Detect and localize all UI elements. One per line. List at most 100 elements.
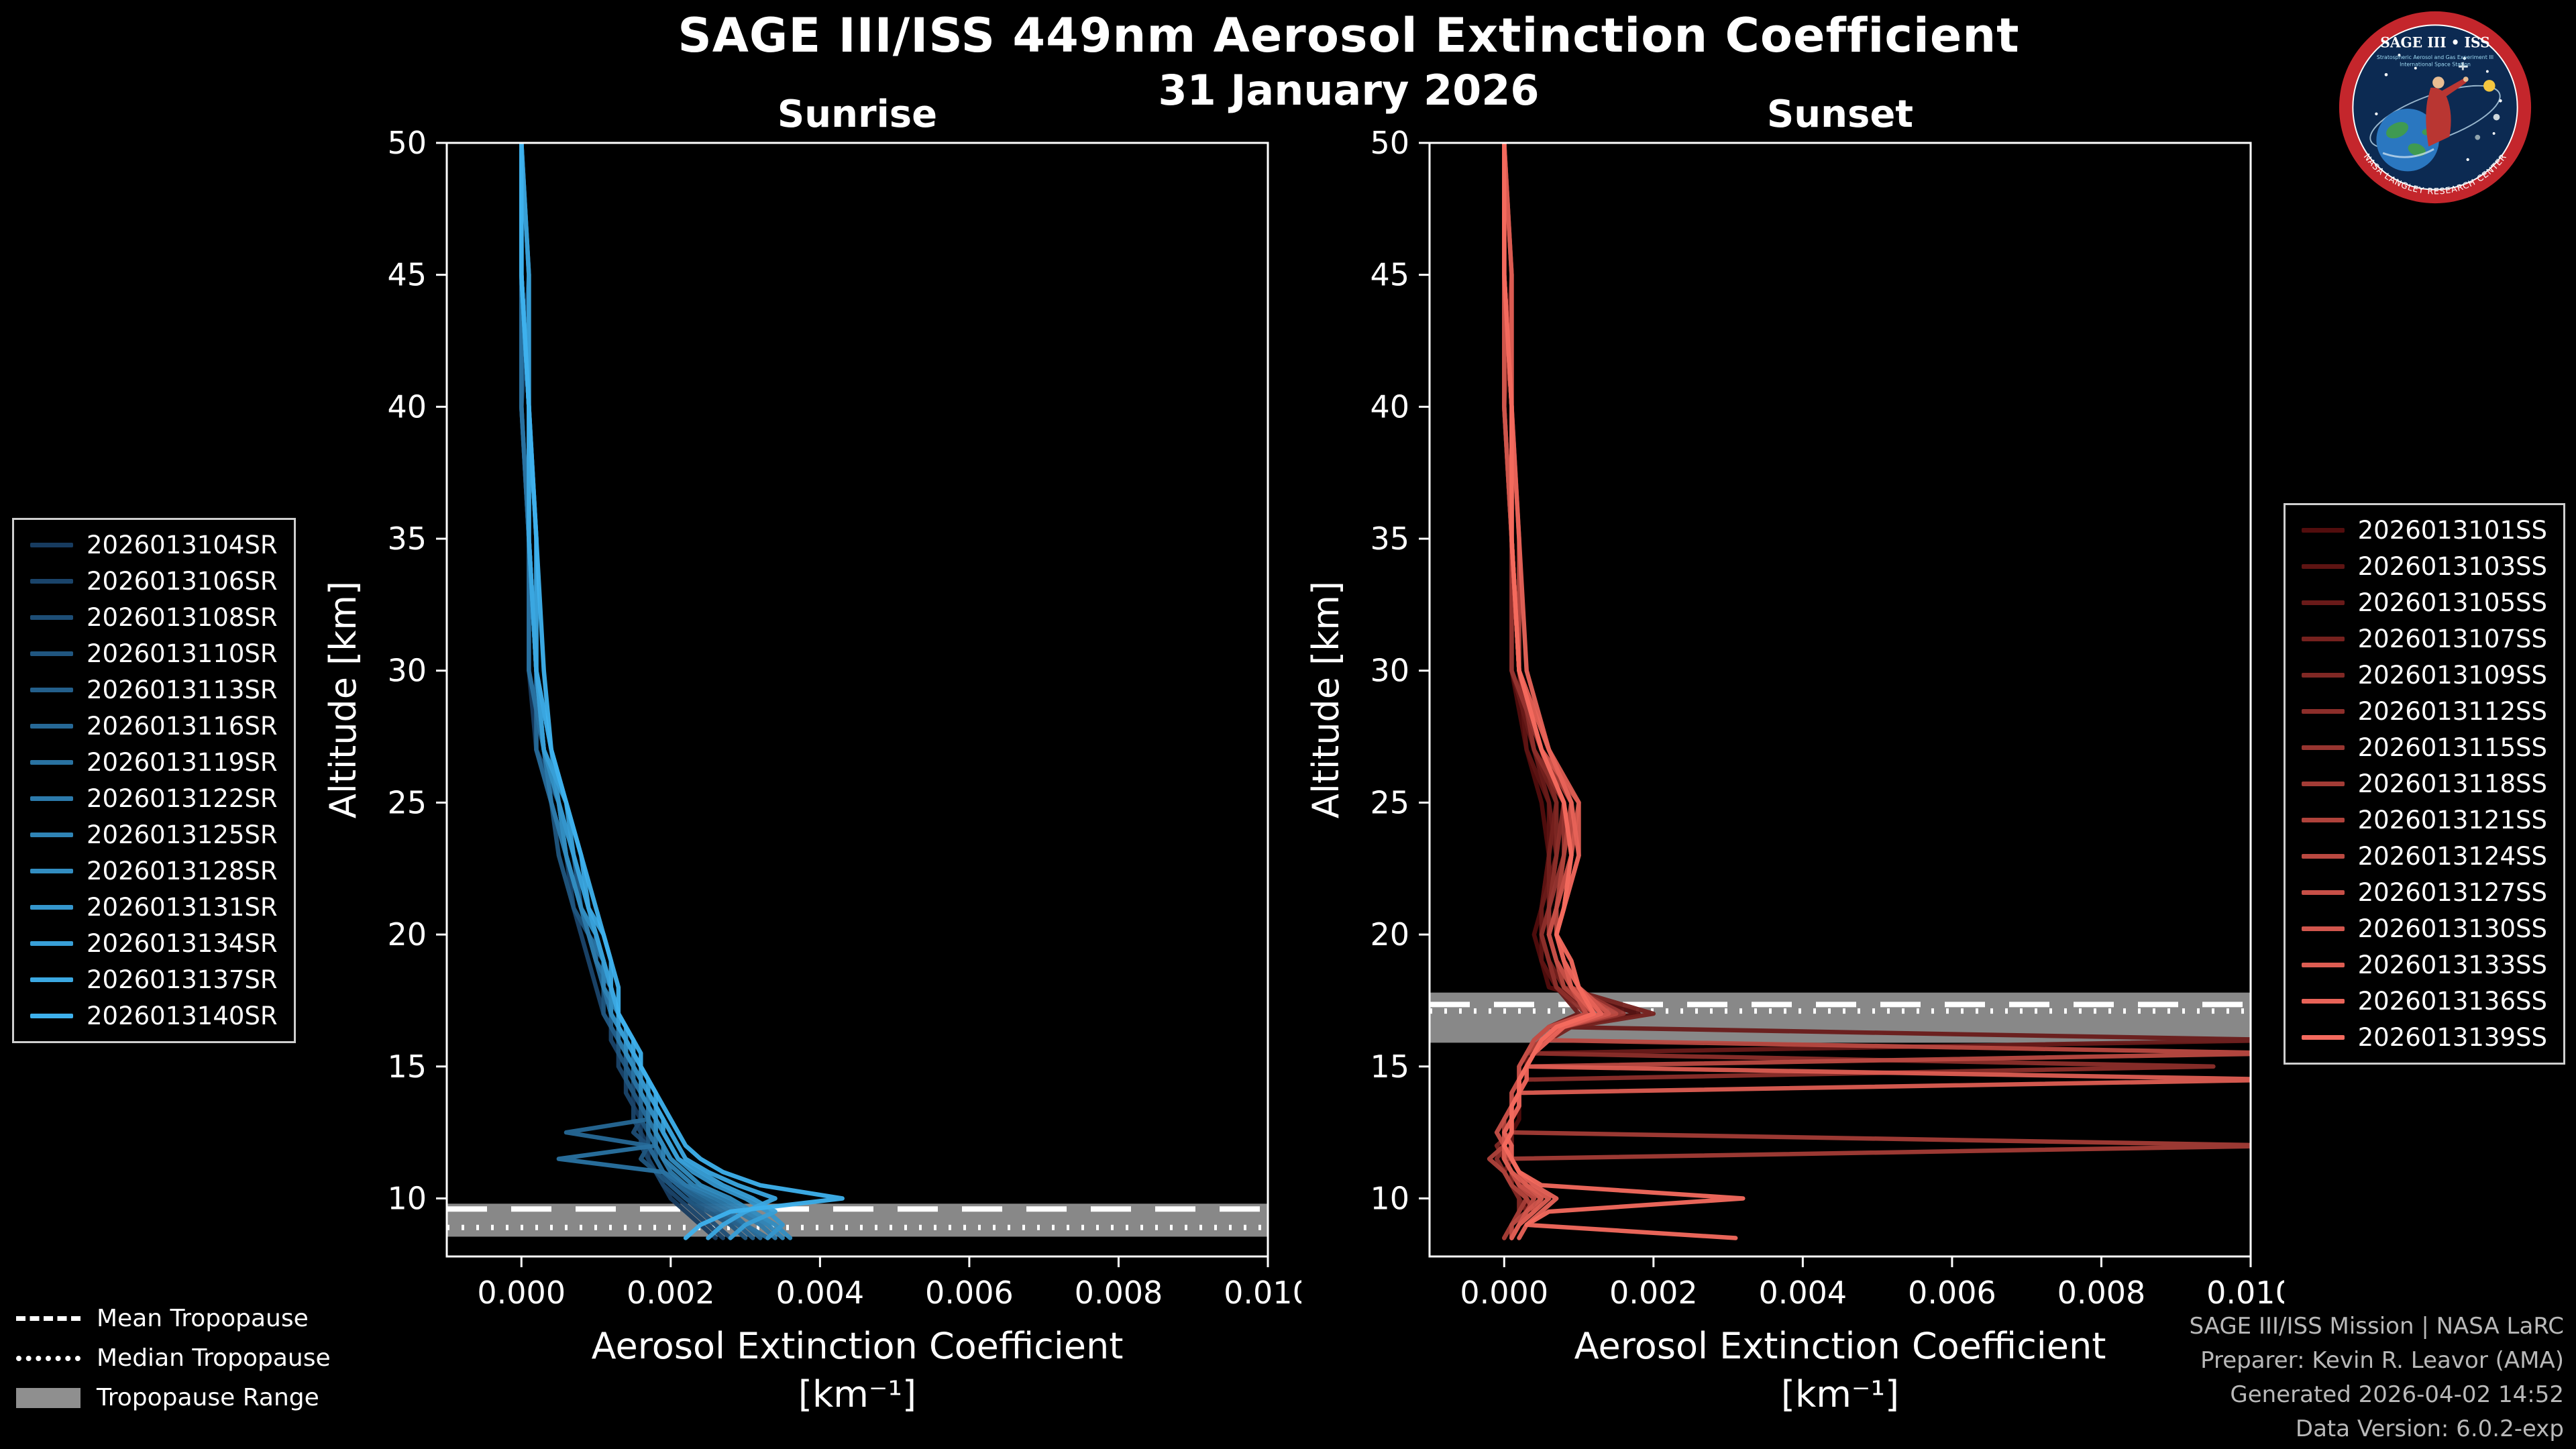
legend-item: 2026013112SS	[2301, 697, 2547, 726]
series-label: 2026013104SR	[87, 531, 278, 559]
series-label: 2026013116SR	[87, 712, 278, 741]
series-label: 2026013118SS	[2357, 769, 2547, 798]
logo-subtitle2-text: International Space Station	[2400, 62, 2471, 68]
series-color-swatch	[30, 1014, 73, 1018]
series-label: 2026013137SR	[87, 965, 278, 994]
legend-item: 2026013116SR	[30, 712, 278, 741]
sunset-plot: 0.000 0.002 0.004 0.006 0.008 0.010 10 15 20 25 30…	[1305, 125, 2284, 1415]
credit-line-preparer: Preparer: Kevin R. Leavor (AMA)	[2200, 1347, 2564, 1374]
series-label: 2026013140SR	[87, 1002, 278, 1030]
legend-item: 2026013137SR	[30, 965, 278, 994]
legend-item: 2026013118SS	[2301, 769, 2547, 798]
y-tick-label: 20	[387, 916, 427, 953]
series-color-swatch	[30, 833, 73, 837]
legend-item: 2026013136SS	[2301, 987, 2547, 1016]
series-color-swatch	[30, 543, 73, 547]
series-label: 2026013131SR	[87, 893, 278, 922]
series-label: 2026013108SR	[87, 603, 278, 632]
x-axis-units-label: [km⁻¹]	[798, 1373, 916, 1415]
legend-item: 2026013113SR	[30, 676, 278, 704]
sunrise-plot: 0.000 0.002 0.004 0.006 0.008 0.010 10 15 20 25 30…	[322, 125, 1301, 1415]
x-tick-label: 0.010	[2206, 1275, 2284, 1311]
page-title: SAGE III/ISS 449nm Aerosol Extinction Co…	[678, 8, 2020, 63]
series-label: 2026013133SS	[2357, 951, 2547, 979]
series-color-swatch	[2301, 926, 2345, 931]
legend-item: 2026013127SS	[2301, 878, 2547, 907]
x-tick-label: 0.008	[2057, 1275, 2146, 1311]
x-tick-label: 0.002	[1609, 1275, 1698, 1311]
y-tick-label: 50	[1370, 125, 1409, 161]
legend-item: 2026013122SR	[30, 784, 278, 813]
legend-item: 2026013121SS	[2301, 806, 2547, 835]
series-color-swatch	[2301, 1035, 2345, 1040]
legend-item: 2026013133SS	[2301, 951, 2547, 979]
figure-icon	[2426, 76, 2469, 147]
series-label: 2026013139SS	[2357, 1023, 2547, 1052]
x-axis-units-label: [km⁻¹]	[1781, 1373, 1899, 1415]
legend-item: 2026013108SR	[30, 603, 278, 632]
sunrise-legend: 2026013104SR 2026013106SR 2026013108SR 2026…	[12, 518, 296, 1043]
series-color-swatch	[30, 941, 73, 946]
y-tick-label: 50	[387, 125, 427, 161]
series-color-swatch	[30, 724, 73, 729]
series-label: 2026013107SS	[2357, 625, 2547, 653]
dotted-line-swatch	[16, 1355, 80, 1361]
earth-cloud	[2382, 148, 2434, 158]
series-color-swatch	[2301, 528, 2345, 533]
planet-icon	[2475, 134, 2481, 140]
x-tick-label: 0.000	[477, 1275, 566, 1311]
legend-item: 2026013134SR	[30, 929, 278, 958]
series-label: 2026013101SS	[2357, 516, 2547, 545]
moon-icon	[2493, 113, 2500, 121]
series-label: 2026013109SS	[2357, 661, 2547, 690]
x-axis-label: Aerosol Extinction Coefficient	[592, 1325, 1124, 1367]
series-label: 2026013112SS	[2357, 697, 2547, 726]
y-tick-label: 40	[387, 388, 427, 425]
y-tick-label: 20	[1370, 916, 1409, 953]
y-tick-label: 35	[1370, 521, 1409, 557]
series-color-swatch	[30, 796, 73, 801]
series-label: 2026013130SS	[2357, 914, 2547, 943]
series-color-swatch	[30, 615, 73, 620]
legend-item: 2026013107SS	[2301, 625, 2547, 653]
y-tick-label: 10	[1370, 1180, 1409, 1216]
x-tick-label: 0.004	[776, 1275, 865, 1311]
series-label: 2026013127SS	[2357, 878, 2547, 907]
series-color-swatch	[2301, 745, 2345, 750]
tropopause-legend: Mean Tropopause Median Tropopause Tropop…	[16, 1305, 331, 1411]
figure-header: SAGE III/ISS 449nm Aerosol Extinction Co…	[447, 8, 2251, 115]
profile-line	[1502, 143, 1746, 1240]
y-tick-label: 45	[1370, 257, 1409, 293]
series-label: 2026013125SR	[87, 820, 278, 849]
legend-item: 2026013131SR	[30, 893, 278, 922]
y-tick-label: 10	[387, 1180, 427, 1216]
series-label: 2026013121SS	[2357, 806, 2547, 835]
series-label: 2026013115SS	[2357, 733, 2547, 762]
dashed-line-swatch	[16, 1316, 80, 1321]
figure-date: 31 January 2026	[1158, 66, 1540, 115]
sage-iss-logo: SAGE III • ISS Stratospheric Aerosol and…	[2339, 11, 2532, 204]
stars	[2375, 54, 2502, 162]
legend-item: 2026013101SS	[2301, 516, 2547, 545]
y-tick-label: 15	[387, 1049, 427, 1085]
y-tick-label: 30	[1370, 653, 1409, 689]
iss-icon	[2459, 62, 2468, 70]
y-tick-label: 35	[387, 521, 427, 557]
legend-item: 2026013130SS	[2301, 914, 2547, 943]
x-tick-label: 0.004	[1759, 1275, 1847, 1311]
series-color-swatch	[2301, 854, 2345, 859]
x-axis-label: Aerosol Extinction Coefficient	[1574, 1325, 2106, 1367]
series-color-swatch	[30, 869, 73, 873]
x-tick-label: 0.010	[1224, 1275, 1301, 1311]
series-color-swatch	[2301, 637, 2345, 641]
sun-icon	[2483, 80, 2496, 92]
y-tick-label: 30	[387, 653, 427, 689]
legend-item: 2026013103SS	[2301, 552, 2547, 581]
series-label: 2026013110SR	[87, 639, 278, 668]
legend-item: 2026013104SR	[30, 531, 278, 559]
series-label: 2026013119SR	[87, 748, 278, 777]
legend-item: 2026013109SS	[2301, 661, 2547, 690]
y-tick-label: 25	[1370, 784, 1409, 820]
range-patch-swatch	[16, 1387, 80, 1408]
